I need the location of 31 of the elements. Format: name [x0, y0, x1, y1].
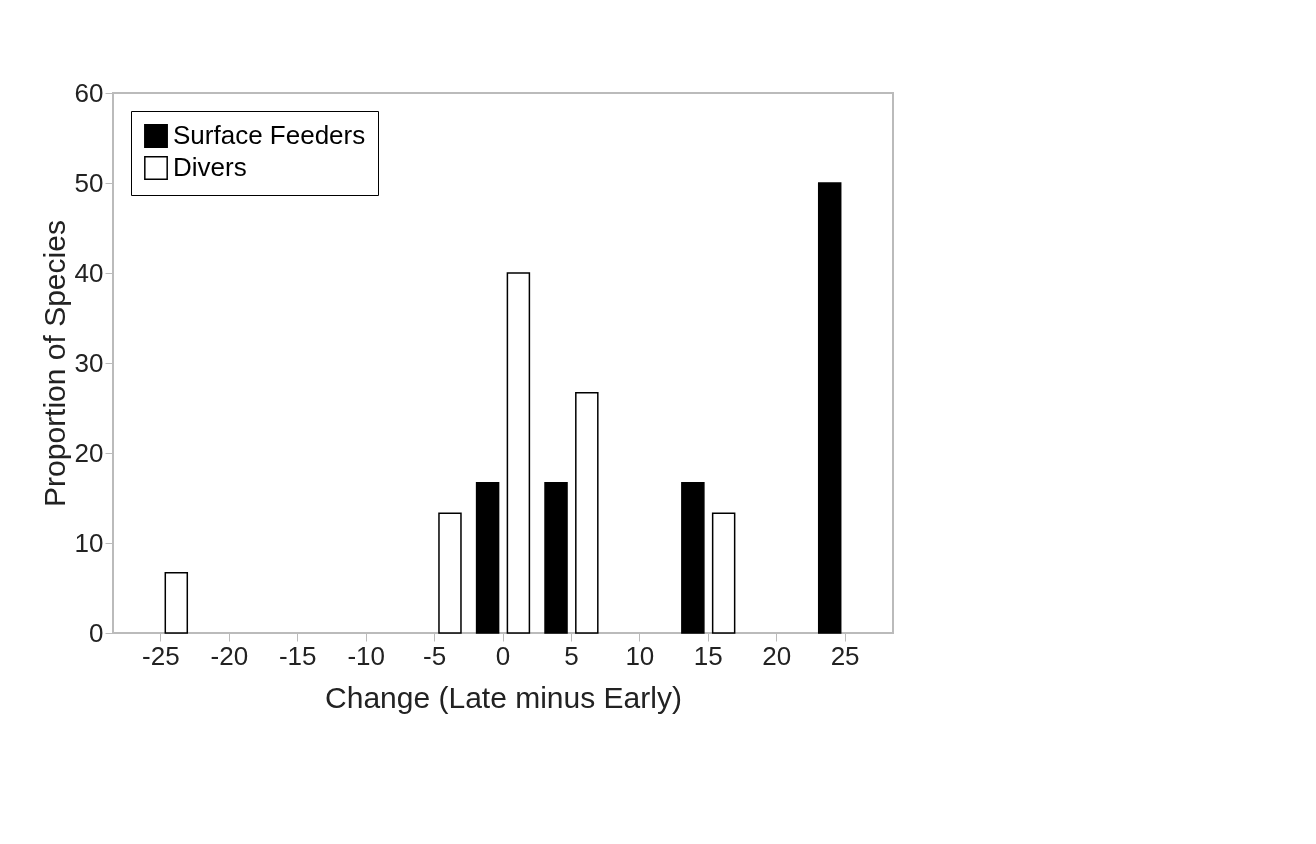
bar	[475, 481, 500, 634]
bar	[544, 481, 568, 634]
x-tick-label: -25	[142, 640, 180, 671]
y-tick-label: 0	[89, 617, 104, 648]
x-tick-label: 25	[830, 640, 860, 671]
legend-label: Divers	[173, 152, 247, 182]
x-tick-label: 0	[495, 640, 511, 671]
bar	[506, 272, 531, 634]
bar	[711, 512, 736, 634]
y-tick-label: 40	[74, 257, 104, 288]
x-tick-label: -20	[210, 640, 249, 671]
x-tick-label: -5	[423, 640, 447, 671]
bar	[681, 481, 705, 634]
y-tick-label: 50	[74, 167, 104, 198]
y-tick-label: 10	[74, 527, 104, 558]
bar	[575, 391, 599, 634]
legend-label: Surface Feeders	[173, 120, 366, 150]
bar	[164, 571, 189, 634]
x-axis-title: Change (Late minus Early)	[325, 680, 682, 714]
x-tick-label: 15	[693, 640, 723, 671]
y-tick-label: 30	[74, 347, 104, 378]
x-tick-label: -10	[347, 640, 385, 671]
y-tick-label: 60	[74, 77, 104, 108]
x-tick-label: 5	[564, 640, 579, 671]
y-tick-label: 20	[74, 437, 104, 468]
y-axis-title: Proportion of Species	[37, 220, 71, 507]
bar	[817, 182, 842, 634]
x-tick-label: -15	[278, 640, 317, 671]
x-tick-label: 10	[625, 640, 655, 671]
bar	[438, 512, 462, 634]
x-tick-label: 20	[762, 640, 792, 671]
